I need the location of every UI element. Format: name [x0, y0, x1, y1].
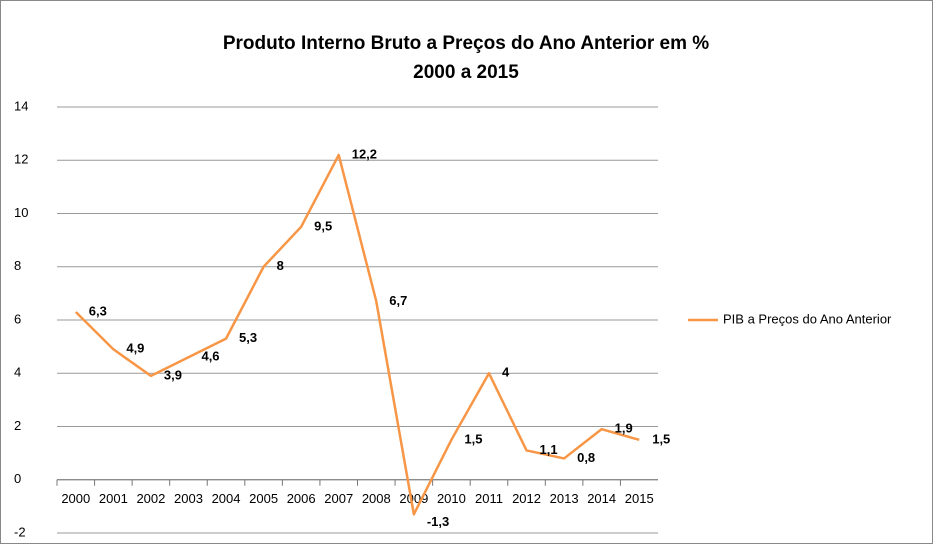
x-tick-label: 2008	[362, 491, 391, 506]
data-label: -1,3	[427, 514, 449, 529]
data-label: 1,5	[652, 431, 670, 446]
x-tick-label: 2010	[437, 491, 466, 506]
data-label: 5,3	[239, 330, 257, 345]
legend-label: PIB a Preços do Ano Anterior	[723, 311, 892, 326]
x-tick-label: 2012	[512, 491, 541, 506]
data-label: 9,5	[314, 218, 332, 233]
y-tick-label: 0	[14, 471, 21, 486]
x-tick-label: 2011	[475, 491, 503, 506]
chart-title: Produto Interno Bruto a Preços do Ano An…	[223, 33, 709, 54]
x-tick-label: 2005	[249, 491, 278, 506]
y-tick-label: 2	[14, 418, 21, 433]
data-label: 4	[502, 365, 510, 380]
line	[74, 153, 640, 516]
x-tick-label: 2013	[550, 491, 579, 506]
data-label: 6,3	[89, 303, 107, 318]
data-label: 6,7	[389, 293, 407, 308]
x-tick-label: 2002	[136, 491, 165, 506]
x-tick-label: 2014	[587, 491, 616, 506]
x-tick-label: 2015	[625, 491, 654, 506]
y-tick-label: 10	[14, 205, 28, 220]
x-tick-label: 2007	[324, 491, 353, 506]
chart-title: 2000 a 2015	[413, 62, 519, 83]
x-tick-label: 2004	[212, 491, 241, 506]
data-label: 1,1	[540, 442, 558, 457]
x-tick-label: 2001	[99, 491, 128, 506]
data-label: 3,9	[164, 367, 182, 382]
x-tick-label: 2003	[174, 491, 203, 506]
y-tick-label: 4	[14, 365, 21, 380]
data-label: 8	[277, 258, 284, 273]
y-tick-label: 12	[14, 152, 28, 167]
y-tick-label: 6	[14, 311, 21, 326]
data-label: 1,9	[615, 421, 633, 436]
data-label: 4,6	[201, 349, 219, 364]
data-label: 1,5	[464, 431, 482, 446]
data-label: 0,8	[577, 450, 595, 465]
data-label: 12,2	[352, 146, 377, 161]
y-tick-label: 8	[14, 258, 21, 273]
y-tick-label: -2	[14, 524, 26, 539]
y-tick-label: 14	[14, 98, 28, 113]
x-tick-label: 2006	[287, 491, 316, 506]
x-tick-label: 2000	[61, 491, 90, 506]
data-label: 4,9	[126, 341, 144, 356]
